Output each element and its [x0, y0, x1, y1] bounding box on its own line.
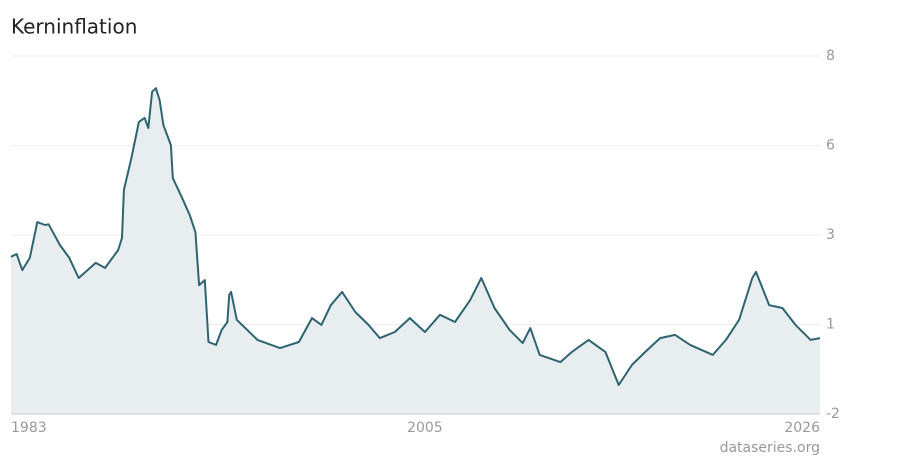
y-tick-label: 8 [826, 48, 835, 64]
x-tick-label: 1983 [11, 420, 47, 436]
line [10, 87, 821, 386]
y-tick-label: -2 [826, 406, 840, 422]
x-tick-label: 2026 [784, 420, 820, 436]
y-tick-label: 3 [826, 227, 835, 243]
y-tick-label: 1 [826, 317, 835, 333]
chart-title: Kerninflation [11, 15, 137, 39]
y-tick-label: 6 [826, 138, 835, 154]
source: dataseries.org [720, 440, 820, 456]
area [11, 88, 820, 414]
x-tick-label: 2005 [407, 420, 443, 436]
